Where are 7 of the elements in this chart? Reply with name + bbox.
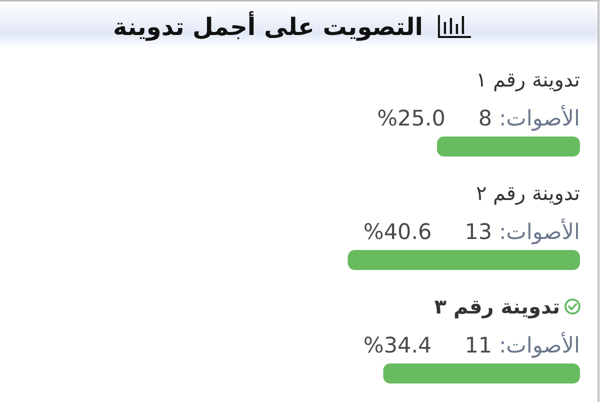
y-tick-label: تدوينة رقم ١ — [476, 68, 580, 92]
y-tick-label: تدوينة رقم ٣ — [434, 294, 560, 318]
data-label: %25.0 — [377, 106, 446, 132]
data-label: %40.6 — [363, 220, 432, 245]
y-tick-label: تدوينة رقم ٢ — [476, 181, 580, 205]
chart-title: التصويت على أجمل تدوينة — [113, 11, 423, 41]
data-label: %34.4 — [363, 334, 432, 358]
